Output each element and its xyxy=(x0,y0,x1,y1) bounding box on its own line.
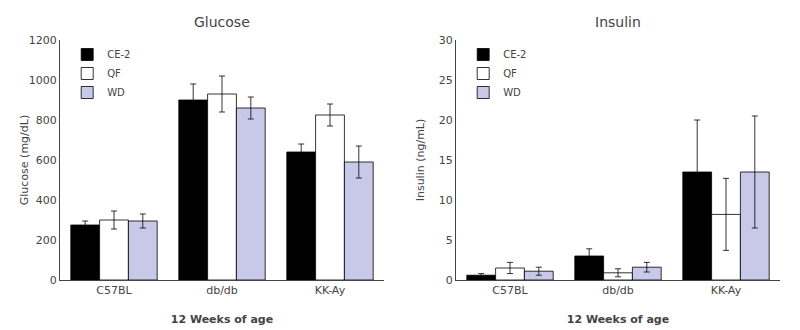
svg-text:5: 5 xyxy=(446,234,453,247)
svg-text:200: 200 xyxy=(36,234,57,247)
svg-text:Glucose: Glucose xyxy=(194,14,250,30)
svg-text:0: 0 xyxy=(446,274,453,287)
svg-text:800: 800 xyxy=(36,114,57,127)
svg-text:Glucose (mg/dL): Glucose (mg/dL) xyxy=(18,115,31,205)
svg-text:QF: QF xyxy=(503,68,517,79)
svg-text:400: 400 xyxy=(36,194,57,207)
svg-text:1000: 1000 xyxy=(29,74,57,87)
svg-text:Insulin (ng/mL): Insulin (ng/mL) xyxy=(414,119,427,202)
svg-text:12 Weeks of age: 12 Weeks of age xyxy=(567,313,669,326)
svg-text:30: 30 xyxy=(439,34,453,47)
svg-text:CE-2: CE-2 xyxy=(503,49,526,60)
svg-text:600: 600 xyxy=(36,154,57,167)
svg-text:15: 15 xyxy=(439,154,453,167)
svg-text:12 Weeks of age: 12 Weeks of age xyxy=(171,313,273,326)
svg-text:QF: QF xyxy=(107,68,121,79)
svg-text:KK-Ay: KK-Ay xyxy=(711,284,742,297)
svg-text:10: 10 xyxy=(439,194,453,207)
svg-text:db/db: db/db xyxy=(206,284,238,297)
svg-text:Insulin: Insulin xyxy=(595,14,641,30)
svg-text:WD: WD xyxy=(503,87,521,98)
svg-text:1200: 1200 xyxy=(29,34,57,47)
svg-text:C57BL: C57BL xyxy=(492,284,528,297)
svg-text:WD: WD xyxy=(107,87,125,98)
svg-text:KK-Ay: KK-Ay xyxy=(315,284,346,297)
svg-text:CE-2: CE-2 xyxy=(107,49,130,60)
svg-text:25: 25 xyxy=(439,74,453,87)
svg-text:C57BL: C57BL xyxy=(96,284,132,297)
svg-text:20: 20 xyxy=(439,114,453,127)
svg-text:db/db: db/db xyxy=(602,284,634,297)
svg-text:0: 0 xyxy=(50,274,57,287)
